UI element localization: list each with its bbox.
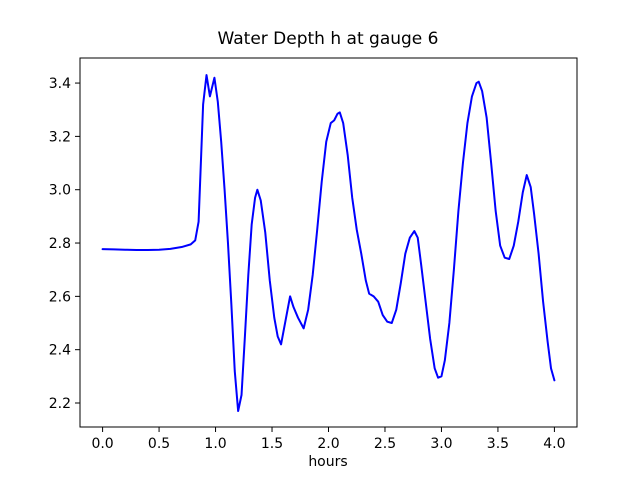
x-tick-label: 1.5 <box>261 436 283 452</box>
x-tick-label: 4.0 <box>543 436 565 452</box>
series-line-water-depth-h <box>101 74 556 412</box>
chart-title: Water Depth h at gauge 6 <box>218 29 439 49</box>
y-tick-label: 3.4 <box>49 76 71 92</box>
axis-ticks: 0.0 0.5 1.0 1.5 2.0 2.5 3.0 3.5 4.0 2.2 2.4 2.6 2.8 3… <box>49 76 566 452</box>
x-tick-label: 3.0 <box>430 436 452 452</box>
x-axis-label: hours <box>308 454 347 470</box>
y-tick-label: 3.2 <box>49 129 71 145</box>
y-tick-label: 2.4 <box>49 343 71 359</box>
x-tick-label: 3.5 <box>487 436 509 452</box>
y-tick-label: 2.6 <box>49 289 71 305</box>
y-tick-label: 3.0 <box>49 183 71 199</box>
plot-area-frame <box>79 57 578 428</box>
y-tick-label: 2.2 <box>49 396 71 412</box>
x-tick-label: 2.5 <box>374 436 396 452</box>
x-tick-label: 1.0 <box>204 436 226 452</box>
x-tick-label: 0.0 <box>91 436 113 452</box>
x-tick-label: 2.0 <box>317 436 339 452</box>
y-tick-label: 2.8 <box>49 236 71 252</box>
data-series <box>101 74 556 412</box>
x-tick-label: 0.5 <box>148 436 170 452</box>
